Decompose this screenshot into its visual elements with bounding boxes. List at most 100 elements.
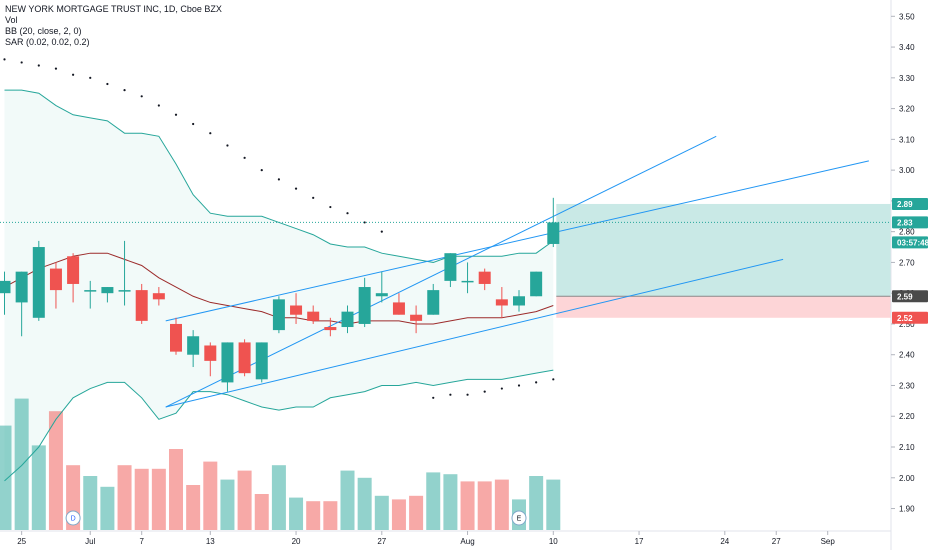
price-tick-label: 2.00 <box>899 474 915 483</box>
time-tick-label: 20 <box>292 537 301 546</box>
sar-dot <box>89 76 92 79</box>
sar-dot <box>226 144 229 147</box>
event-marker-label: D <box>71 516 76 523</box>
candle-body <box>290 305 303 315</box>
volume-bar <box>426 472 441 530</box>
time-tick-label: 17 <box>635 537 644 546</box>
candle-body <box>375 293 388 297</box>
price-tag-label: 2.59 <box>897 292 913 301</box>
sar-dot <box>106 82 109 86</box>
time-tick-label: Aug <box>460 537 474 546</box>
sar-dot <box>209 132 212 135</box>
time-tick-label: 27 <box>772 537 781 546</box>
candle-body <box>67 256 80 284</box>
candle-body <box>427 290 440 315</box>
sar-dot <box>174 113 178 116</box>
volume-bars <box>0 398 561 530</box>
price-tick-label: 2.40 <box>899 351 915 360</box>
sar-dot <box>466 393 469 396</box>
candle-body <box>530 271 543 297</box>
candle-body <box>444 253 457 281</box>
volume-bar <box>14 398 29 530</box>
trendline <box>165 160 869 322</box>
volume-bar <box>409 495 424 530</box>
legend-sar[interactable]: SAR (0.02, 0.02, 0.2) <box>5 37 90 47</box>
volume-bar <box>237 470 252 530</box>
price-tag-label: 2.52 <box>897 314 913 323</box>
legend-vol[interactable]: Vol <box>5 15 18 25</box>
time-axis[interactable]: 25 Jul 7 13 20 27 Aug 10 17 24 27 Sep <box>17 531 835 546</box>
sar-dot <box>432 396 435 399</box>
sar-dot <box>37 64 40 67</box>
candle-body <box>478 271 491 284</box>
candle-body <box>461 280 474 283</box>
volume-bar <box>494 479 509 530</box>
volume-bar <box>48 411 63 530</box>
candle-body <box>204 345 217 361</box>
candle-body <box>135 290 148 321</box>
symbol-title[interactable]: NEW YORK MORTGAGE TRUST INC, 1D, Cboe BZ… <box>5 4 222 14</box>
price-tick-label: 3.10 <box>899 135 915 144</box>
price-tick-label: 3.30 <box>899 74 915 83</box>
sar-dot <box>380 230 383 233</box>
candle-body <box>84 290 97 292</box>
price-axis-tags: 2.89 2.83 03:57:48 2.59 2.52 <box>892 197 930 324</box>
bollinger-upper-line <box>4 89 554 263</box>
candle-body <box>410 314 423 321</box>
volume-bar <box>443 474 458 530</box>
price-tag-label: 2.89 <box>897 200 913 209</box>
volume-bar <box>169 449 183 530</box>
volume-bar <box>357 477 372 530</box>
sar-dot <box>3 58 6 61</box>
sar-dot <box>552 378 555 381</box>
price-tick-label: 1.90 <box>899 505 915 514</box>
volume-bar <box>83 476 98 530</box>
price-tag-label: 03:57:48 <box>897 238 930 247</box>
volume-bar <box>529 476 544 530</box>
candle-body <box>358 287 371 324</box>
sar-dot <box>294 187 298 190</box>
volume-bar <box>323 501 338 530</box>
sar-dot <box>346 212 349 215</box>
sar-dot <box>363 221 366 224</box>
volume-bar <box>31 445 46 530</box>
price-tick-label: 3.20 <box>899 105 915 114</box>
candle-body <box>15 271 28 303</box>
candle-body <box>0 280 11 294</box>
price-tick-label: 3.50 <box>899 12 915 21</box>
sar-dot <box>277 178 280 181</box>
volume-bar <box>340 470 355 530</box>
sar-dot <box>449 393 452 396</box>
volume-bar <box>220 479 235 530</box>
sar-dot <box>312 196 315 199</box>
price-tag-box <box>892 236 928 249</box>
price-tag-box <box>892 216 928 229</box>
time-tick-label: 24 <box>720 537 729 546</box>
time-tick-label: Jul <box>85 537 95 546</box>
volume-bar <box>460 481 475 530</box>
price-tag-box <box>892 311 928 324</box>
time-tick-label: 10 <box>549 537 558 546</box>
event-marker-circle <box>65 510 81 526</box>
candle-body <box>272 299 285 331</box>
time-tick-label: Sep <box>821 537 836 546</box>
time-tick-label: 7 <box>139 537 144 546</box>
sar-dot <box>157 104 160 107</box>
volume-bar <box>203 461 218 530</box>
sar-dot <box>192 122 195 126</box>
candle-body <box>32 247 45 318</box>
price-tick-label: 3.40 <box>899 43 915 52</box>
legend-bollinger[interactable]: BB (20, close, 2, 0) <box>5 26 82 36</box>
price-tick-label: 3.00 <box>899 166 915 175</box>
long-position-tool[interactable] <box>556 203 891 318</box>
price-axis[interactable]: 3.503.403.303.203.103.002.902.802.702.60… <box>891 12 915 514</box>
price-tick-label: 2.20 <box>899 412 915 421</box>
sar-dot <box>140 95 143 98</box>
trendline <box>165 258 784 408</box>
volume-bar <box>254 494 269 530</box>
time-tick-label: 27 <box>377 537 386 546</box>
volume-bar <box>0 425 12 530</box>
price-tag-box <box>892 197 928 210</box>
